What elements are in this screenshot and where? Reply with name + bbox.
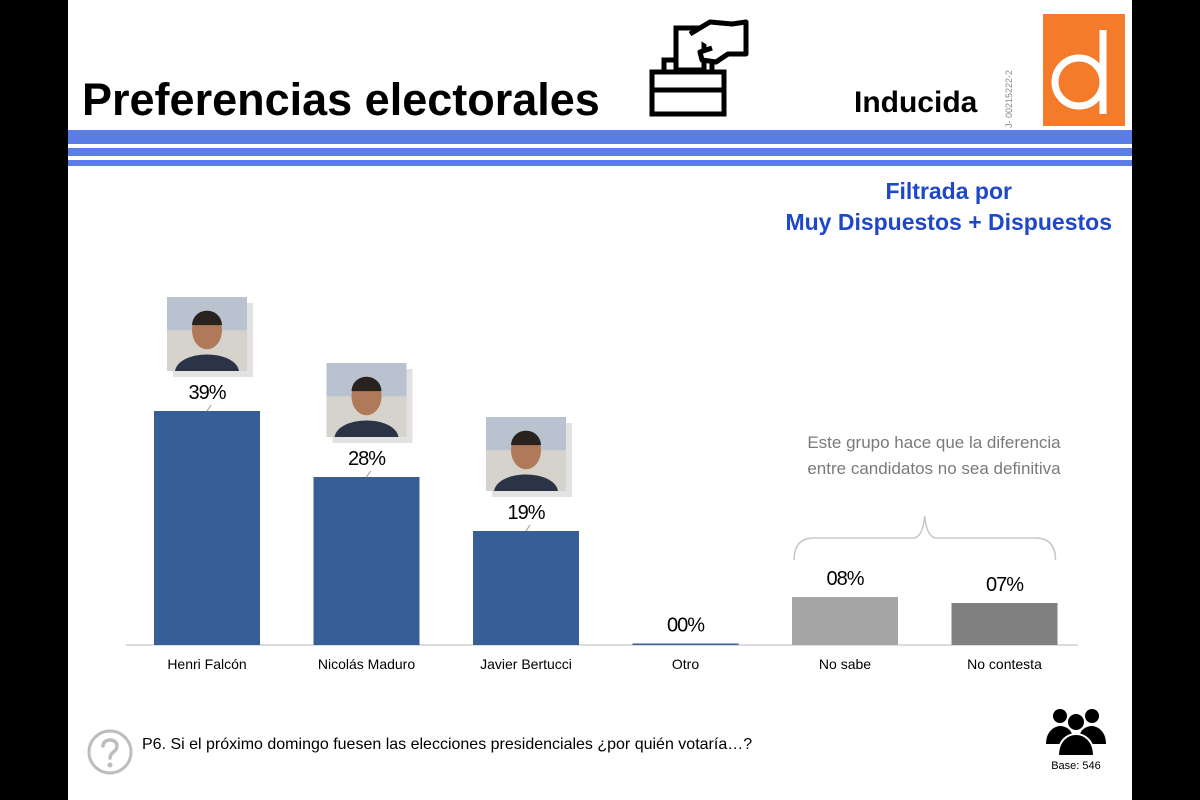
candidate-photo-2 [486, 417, 572, 497]
brand-logo [1043, 14, 1125, 126]
value-label-1: 28% [348, 448, 386, 470]
filter-line-1: Filtrada por [885, 178, 1012, 204]
category-label-3: Otro [672, 656, 699, 672]
filter-caption: Filtrada por Muy Dispuestos + Dispuestos [785, 176, 1112, 238]
survey-question: P6. Si el próximo domingo fuesen las ele… [142, 736, 753, 753]
bar-4 [792, 597, 898, 645]
value-label-3: 00% [667, 615, 705, 637]
base-count: Base: 546 [1051, 760, 1101, 772]
bar-chart: 39% Henri Falcón 28% Nicolás Maduro 19% Javie… [126, 297, 1078, 672]
bar-3 [632, 643, 739, 645]
question-icon [87, 729, 133, 775]
annotation-line-2: entre candidatos no sea definitiva [807, 459, 1061, 478]
candidate-photo-0 [167, 297, 253, 377]
group-bracket [793, 515, 1057, 561]
header-stripes [68, 130, 1132, 166]
value-label-2: 19% [507, 502, 545, 524]
filter-line-2: Muy Dispuestos + Dispuestos [785, 209, 1112, 235]
annotation-note: Este grupo hace que la diferencia entre … [764, 430, 1104, 482]
annotation-line-1: Este grupo hace que la diferencia [807, 433, 1061, 452]
leader-line-0 [206, 404, 212, 412]
category-label-0: Henri Falcón [167, 656, 246, 672]
leader-line-1 [366, 470, 371, 478]
category-label-1: Nicolás Maduro [318, 656, 415, 672]
leader-line-2 [525, 524, 531, 532]
ballot-box-icon [649, 19, 749, 117]
slide: Preferencias electorales Inducida J- 002… [68, 0, 1132, 800]
category-label-4: No sabe [819, 656, 871, 672]
value-label-0: 39% [188, 382, 226, 404]
category-label-5: No contesta [967, 656, 1042, 672]
value-label-5: 07% [986, 574, 1024, 596]
bar-2 [473, 531, 579, 645]
logo-d-icon [1051, 30, 1107, 114]
people-icon [1046, 709, 1106, 757]
mode-label: Inducida [854, 86, 978, 119]
value-label-4: 08% [826, 568, 864, 590]
category-label-2: Javier Bertucci [480, 656, 572, 672]
bar-1 [313, 477, 420, 645]
bar-0 [154, 411, 260, 645]
candidate-photo-1 [326, 363, 413, 443]
page-title: Preferencias electorales [82, 74, 600, 125]
bar-5 [951, 603, 1058, 645]
